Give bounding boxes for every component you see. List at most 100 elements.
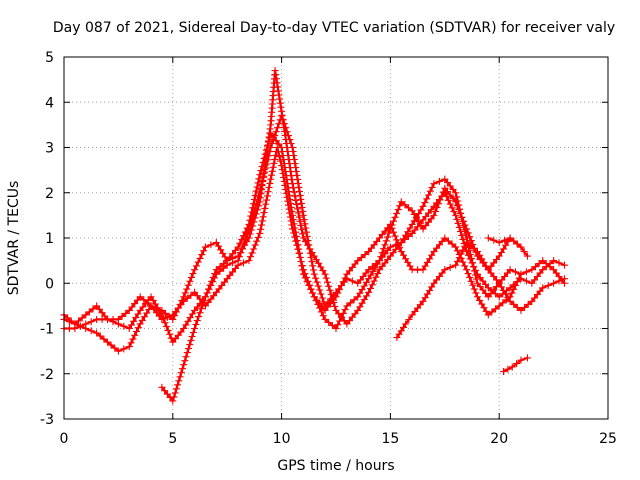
data-point [295,249,303,257]
data-point [448,240,456,248]
data-point [495,302,503,310]
data-point [273,79,281,87]
data-point [264,188,272,196]
data-point [262,146,270,154]
data-point [302,224,310,232]
data-point [512,282,519,289]
data-point [293,201,301,209]
data-point [291,160,299,167]
data-point [513,360,521,368]
data-point [455,206,463,214]
data-point [197,305,205,313]
data-point [192,321,200,328]
data-point [253,237,261,245]
data-point [391,213,399,221]
data-point [301,270,309,278]
data-point [384,233,392,241]
data-point [172,385,180,393]
data-point [370,277,378,285]
data-point [294,175,302,183]
data-point [396,202,404,210]
data-point [444,196,452,204]
data-point [260,154,268,162]
data-point [299,234,307,242]
data-point [454,247,461,255]
data-point [466,233,474,241]
data-point [528,266,536,274]
data-point [298,203,306,211]
data-point [513,303,521,311]
data-point [325,319,333,326]
data-point [358,299,366,307]
data-point [125,343,133,351]
data-point [423,290,431,298]
data-point [182,353,190,361]
data-point [322,274,330,282]
data-point [341,274,349,282]
data-point [191,266,199,274]
data-point [488,308,496,316]
data-point [455,223,463,231]
y-tick-label: 1 [45,231,54,247]
data-point [284,132,292,140]
data-point [272,71,280,79]
data-point [104,338,112,346]
data-point [254,179,262,187]
data-point [500,287,508,294]
data-point [200,247,208,255]
data-point [426,287,434,294]
data-point [286,136,294,144]
data-point [324,278,331,286]
data-point [128,321,135,329]
data-point [316,286,324,294]
data-point [458,232,466,239]
data-point [436,196,444,204]
data-point [523,354,531,362]
data-point [428,283,436,291]
data-point [187,337,195,345]
data-point [295,183,303,191]
data-point [247,253,254,261]
data-point [365,275,373,283]
data-point [171,389,179,397]
data-point [555,259,563,267]
data-point [321,270,329,278]
data-point [401,201,409,209]
data-point [419,297,427,305]
data-point [542,260,550,268]
data-point [256,171,264,179]
data-point [468,259,476,267]
x-axis-label: GPS time / hours [277,458,394,474]
data-point [271,155,279,163]
series-track-d [60,144,525,332]
data-point [78,314,86,322]
data-point [408,207,416,215]
data-point [337,282,345,289]
data-point [373,260,381,268]
data-point [163,323,171,331]
data-point [532,263,539,271]
data-point [134,324,142,332]
data-point [310,266,317,274]
data-point [406,224,414,232]
data-point [512,268,519,276]
data-point [299,207,307,215]
data-point [136,293,144,301]
data-point [460,217,467,225]
data-point [238,236,246,243]
data-point [120,322,128,330]
data-point [289,148,297,155]
data-point [118,312,126,320]
data-point [278,166,286,174]
data-point [394,240,402,248]
data-point [520,248,528,256]
data-point [265,138,272,146]
data-point [377,253,385,261]
data-point [463,266,471,274]
data-point [85,308,93,316]
data-point [388,221,396,229]
data-point [550,279,558,287]
data-point [459,246,467,254]
data-point [252,187,260,195]
data-point [339,278,347,286]
